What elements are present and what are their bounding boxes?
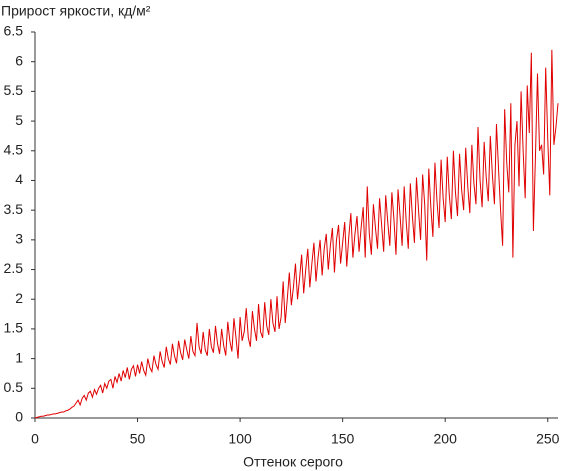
y-tick-label: 3 (15, 231, 23, 247)
x-tick-label: 0 (31, 431, 39, 447)
y-tick-label: 0 (15, 409, 23, 425)
x-tick-label: 100 (228, 431, 252, 447)
chart-title: Прирост яркости, кд/м² (1, 3, 151, 19)
y-tick-label: 6.5 (4, 23, 24, 39)
y-tick-label: 5 (15, 112, 23, 128)
y-tick-label: 2.5 (4, 260, 24, 276)
y-tick-label: 2 (15, 290, 23, 306)
data-line (34, 49, 559, 419)
x-axis-label: Оттенок серого (243, 454, 343, 470)
y-tick-label: 1.5 (4, 320, 24, 336)
y-tick-label: 1 (15, 349, 23, 365)
y-tick-label: 3.5 (4, 201, 24, 217)
x-tick-label: 150 (331, 431, 355, 447)
y-tick-label: 5.5 (4, 82, 24, 98)
x-tick-label: 200 (434, 431, 458, 447)
x-tick-label: 250 (536, 431, 560, 447)
y-tick-label: 4 (15, 171, 23, 187)
y-tick-label: 6 (15, 52, 23, 68)
x-tick-label: 50 (130, 431, 146, 447)
y-tick-label: 4.5 (4, 141, 24, 157)
y-tick-label: 0.5 (4, 379, 24, 395)
